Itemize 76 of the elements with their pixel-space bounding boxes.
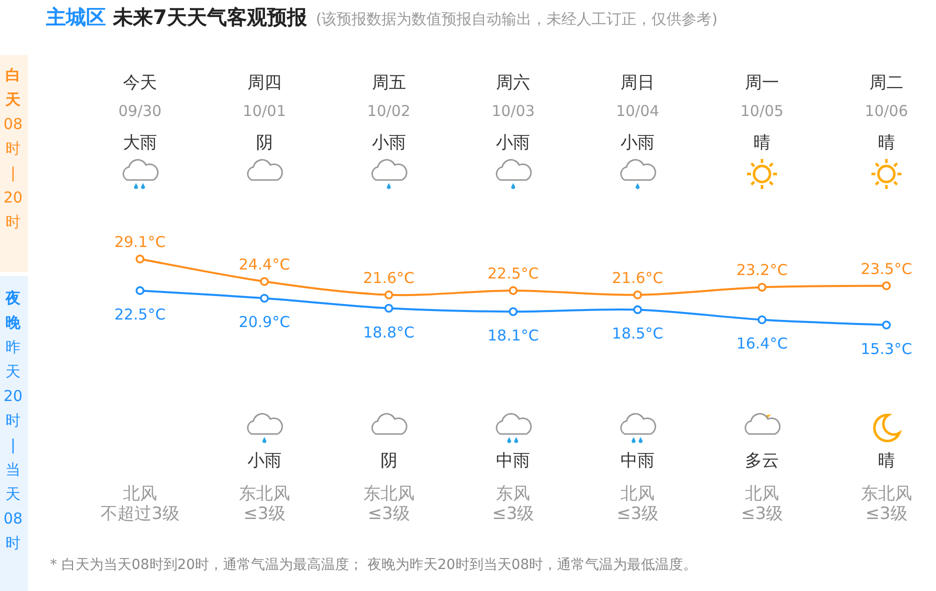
point: [136, 286, 144, 295]
point: [260, 294, 269, 303]
text: 夜晚: [4, 289, 22, 332]
chart-subtitle: (该预报数据为数值预报自动输出，未经人工订正，仅供参考): [316, 10, 718, 28]
x-tick-label: 周一: [745, 73, 779, 93]
data-label: 18.1°C: [488, 326, 539, 345]
point: [758, 282, 766, 292]
chart-title: 主城区 未来7天天气客观预报: [45, 5, 308, 29]
text: 不超过3级: [100, 504, 180, 524]
data-label: 16.4°C: [736, 334, 788, 353]
text: 小雨: [496, 133, 530, 153]
point: [508, 286, 518, 295]
text: 昨天20时|当天08时: [3, 338, 23, 552]
text: 北风: [620, 484, 655, 504]
text: 10/04: [616, 102, 660, 120]
point: [508, 307, 518, 316]
x-tick-label: 周五: [372, 73, 406, 93]
text: 晴: [878, 451, 895, 471]
text: ≤3级: [368, 504, 410, 524]
data-label: 24.4°C: [238, 255, 290, 274]
text: ≤3级: [740, 504, 784, 524]
text: 10/01: [242, 102, 286, 120]
text: * 白天为当天08时到20时，通常气温为最高温度； 夜晚为昨天20时到当天08时，通常气温为最低温度。: [50, 557, 698, 573]
data-label: 22.5°C: [488, 264, 539, 283]
text: 小雨: [372, 133, 406, 153]
point: [633, 305, 642, 314]
text: 10/06: [864, 102, 908, 120]
text: 中雨: [496, 451, 530, 471]
text: 东北风: [238, 484, 290, 504]
text: 阴: [256, 133, 273, 153]
point: [758, 315, 766, 324]
point: [882, 281, 891, 290]
text: 小雨: [620, 133, 655, 153]
point: [384, 290, 394, 300]
x-tick-label: 周六: [496, 73, 530, 93]
text: 10/02: [367, 102, 410, 120]
text: ≤3级: [492, 504, 534, 524]
text: 大雨: [123, 133, 157, 153]
point: [384, 304, 394, 313]
point: [260, 277, 269, 286]
x-tick-label: 周四: [247, 73, 282, 93]
text: 中雨: [620, 451, 655, 471]
text: 10/05: [740, 102, 784, 120]
data-label: 22.5°C: [114, 306, 166, 324]
data-label: 15.3°C: [860, 340, 912, 358]
data-label: 20.9°C: [238, 313, 290, 332]
data-label: 29.1°C: [114, 233, 166, 251]
text: 晴: [878, 133, 895, 153]
text: 东北风: [860, 484, 912, 504]
data-label: 23.5°C: [860, 260, 912, 278]
data-label: 21.6°C: [363, 268, 414, 287]
text: 北风: [745, 484, 779, 504]
text: 北风: [123, 484, 157, 504]
text: ≤3级: [865, 504, 908, 524]
point: [633, 290, 642, 300]
text: 阴: [380, 451, 398, 471]
data-label: 23.2°C: [736, 261, 788, 280]
text: 东风: [496, 484, 530, 504]
text: 东北风: [363, 484, 414, 504]
text: ≤3级: [616, 504, 659, 524]
data-label: 18.8°C: [363, 323, 414, 342]
text: ≤3级: [243, 504, 286, 524]
x-tick-label: 今天: [123, 73, 157, 93]
text: 09/30: [118, 102, 162, 120]
text: 白天: [4, 66, 22, 108]
text: 小雨: [247, 451, 282, 471]
text: 08时|20时: [3, 115, 23, 231]
x-tick-label: 周二: [869, 73, 904, 93]
x-tick-label: 周日: [620, 73, 655, 93]
point: [882, 320, 891, 330]
data-label: 21.6°C: [612, 268, 664, 287]
point: [136, 254, 144, 264]
text: 多云: [745, 451, 779, 471]
text: 晴: [754, 133, 770, 153]
text: 10/03: [492, 102, 535, 120]
data-label: 18.5°C: [612, 324, 664, 343]
